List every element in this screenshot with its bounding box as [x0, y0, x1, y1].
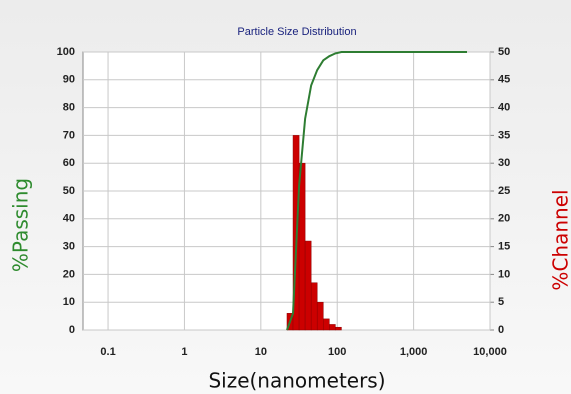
- x-tick-label: 0.1: [100, 346, 115, 358]
- bar: [304, 240, 312, 331]
- y-tick-label: 100: [57, 46, 75, 58]
- cumulative-line: [286, 51, 468, 331]
- x-tick-label: 1: [181, 346, 187, 358]
- y-axis-label: %Passing: [9, 178, 33, 272]
- y2-tick-label: 5: [498, 296, 504, 308]
- y2-tick-label: 20: [498, 213, 510, 225]
- bar: [316, 301, 324, 331]
- y-tick-label: 0: [69, 324, 75, 336]
- y-tick-label: 60: [63, 157, 75, 169]
- x-axis-label: Size(nanometers): [208, 369, 385, 393]
- y2-tick-label: 40: [498, 102, 510, 114]
- y-tick-label: 40: [63, 213, 75, 225]
- bar: [335, 326, 342, 331]
- y2-tick-label: 25: [498, 185, 510, 197]
- y-tick-label: 90: [63, 74, 75, 86]
- y-tick-label: 50: [63, 185, 75, 197]
- x-tick-label: 10,000: [473, 346, 507, 358]
- chart-title: Particle Size Distribution: [237, 26, 356, 38]
- x-tick-label: 100: [328, 346, 346, 358]
- y-tick-label: 10: [63, 296, 75, 308]
- bar: [310, 282, 318, 331]
- y2-tick-label: 35: [498, 129, 510, 141]
- y-tick-label: 80: [63, 102, 75, 114]
- bar: [329, 324, 336, 331]
- y2-tick-label: 30: [498, 157, 510, 169]
- x-tick-label: 10: [255, 346, 267, 358]
- x-tick-label: 1,000: [400, 346, 428, 358]
- y-tick-label: 20: [63, 268, 75, 280]
- y2-tick-label: 15: [498, 241, 510, 253]
- y-tick-label: 30: [63, 241, 75, 253]
- y-tick-label: 70: [63, 129, 75, 141]
- bar: [298, 162, 306, 331]
- bar: [323, 318, 330, 331]
- y2-axis-label: %Channel: [549, 189, 571, 290]
- y2-tick-label: 10: [498, 268, 510, 280]
- y2-tick-label: 0: [498, 324, 504, 336]
- y2-tick-label: 45: [498, 74, 510, 86]
- y2-tick-label: 50: [498, 46, 510, 58]
